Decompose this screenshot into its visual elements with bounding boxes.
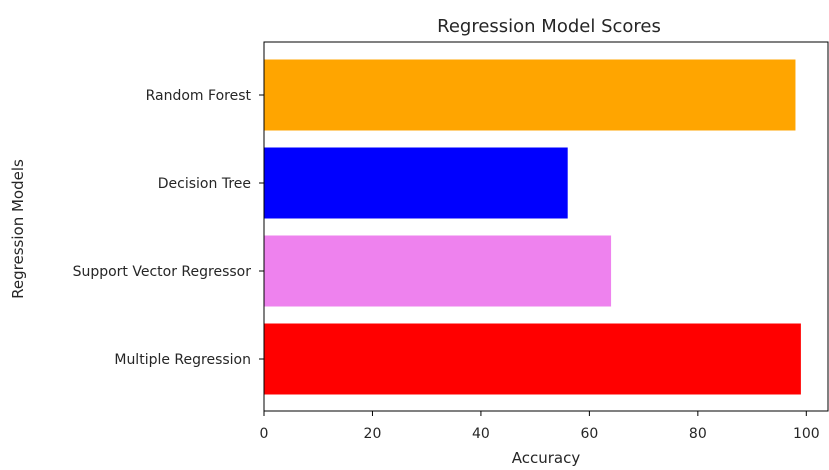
x-tick-label: 60 [580,426,598,442]
bar-multiple-regression [264,323,801,395]
x-tick-label: 0 [260,426,269,442]
chart-title: Regression Model Scores [437,16,661,37]
y-axis-ticks: Multiple Regression Support Vector Regres… [73,88,264,368]
y-tick-label: Decision Tree [158,176,251,192]
y-tick-label: Support Vector Regressor [73,264,252,280]
x-tick-label: 40 [472,426,490,442]
bars-group [264,59,801,395]
bar-random-forest [264,59,796,131]
x-tick-label: 80 [689,426,707,442]
bar-decision-tree [264,147,568,219]
x-tick-label: 20 [364,426,382,442]
y-tick-label: Random Forest [146,88,252,104]
x-tick-label: 100 [793,426,820,442]
plot-frame [263,41,829,412]
bar-support-vector-regressor [264,235,612,307]
x-axis-label: Accuracy [512,449,581,466]
y-axis-label: Regression Models [9,159,27,299]
y-tick-label: Multiple Regression [114,352,251,368]
x-axis-ticks: 0 20 40 60 80 100 [260,411,820,442]
